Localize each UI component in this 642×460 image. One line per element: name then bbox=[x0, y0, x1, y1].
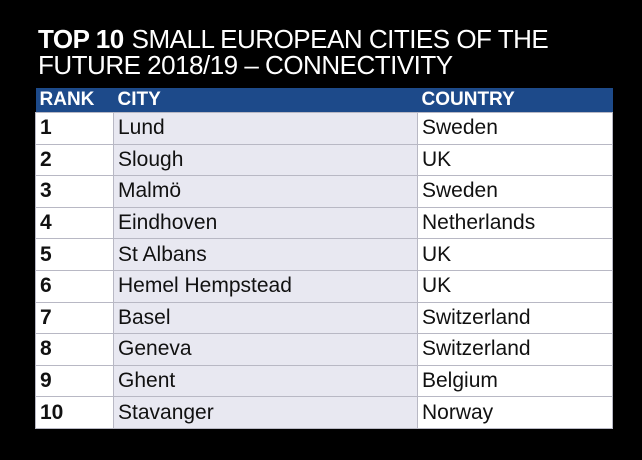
title: TOP 10 SMALL EUROPEAN CITIES OF THE FUTUR… bbox=[38, 24, 549, 80]
rank-cell: 7 bbox=[35, 301, 114, 335]
city-cell: Eindhoven bbox=[113, 206, 418, 240]
table-row: 5 St Albans UK bbox=[35, 238, 613, 271]
title-text: SMALL EUROPEAN CITIES OF THE bbox=[131, 24, 549, 54]
rank-cell: 3 bbox=[35, 175, 114, 208]
table: RANK CITY COUNTRY 1 Lund Sweden 2 Slough UK 3 Mal… bbox=[35, 88, 613, 429]
table-row: 6 Hemel Hempstead UK bbox=[35, 269, 613, 303]
city-cell: Lund bbox=[113, 112, 418, 145]
rank-cell: 10 bbox=[35, 396, 114, 429]
city-cell: Stavanger bbox=[113, 396, 418, 429]
title-line: FUTURE 2018/19 – CONNECTIVITY bbox=[38, 50, 453, 80]
country-cell: Netherlands bbox=[417, 206, 613, 240]
country-cell: UK bbox=[417, 269, 613, 303]
rank-cell: 6 bbox=[35, 269, 114, 303]
title-line: TOP 10 SMALL EUROPEAN CITIES OF THE bbox=[38, 24, 549, 54]
table-row: 2 Slough UK bbox=[35, 143, 613, 177]
table-row: 3 Malmö Sweden bbox=[35, 175, 613, 208]
column-header: COUNTRY bbox=[417, 88, 613, 113]
rank-cell: 2 bbox=[35, 143, 114, 177]
city-cell: Ghent bbox=[113, 364, 418, 398]
country-cell: Belgium bbox=[417, 364, 613, 398]
city-cell: Malmö bbox=[113, 175, 418, 208]
city-cell: Slough bbox=[113, 143, 418, 177]
rank-cell: 9 bbox=[35, 364, 114, 398]
rank-cell: 8 bbox=[35, 333, 114, 366]
rank-cell: 4 bbox=[35, 206, 114, 240]
header-row: RANK CITY COUNTRY bbox=[35, 88, 613, 113]
table-row: 9 Ghent Belgium bbox=[35, 364, 613, 398]
table-row: 1 Lund Sweden bbox=[35, 112, 613, 145]
country-cell: UK bbox=[417, 143, 613, 177]
rank-cell: 5 bbox=[35, 238, 114, 271]
table-row: 7 Basel Switzerland bbox=[35, 301, 613, 335]
country-cell: Switzerland bbox=[417, 333, 613, 366]
column-header: RANK bbox=[35, 88, 114, 113]
city-cell: Geneva bbox=[113, 333, 418, 366]
column-header: CITY bbox=[113, 88, 418, 113]
table-row: 8 Geneva Switzerland bbox=[35, 333, 613, 366]
title-bold: TOP 10 bbox=[38, 24, 124, 54]
country-cell: Norway bbox=[417, 396, 613, 429]
table-row: 10 Stavanger Norway bbox=[35, 396, 613, 429]
country-cell: UK bbox=[417, 238, 613, 271]
rank-cell: 1 bbox=[35, 112, 114, 145]
city-cell: Hemel Hempstead bbox=[113, 269, 418, 303]
country-cell: Sweden bbox=[417, 112, 613, 145]
city-cell: St Albans bbox=[113, 238, 418, 271]
country-cell: Switzerland bbox=[417, 301, 613, 335]
table-body: 1 Lund Sweden 2 Slough UK 3 Malmö Sweden 4 Eindhov… bbox=[35, 112, 613, 429]
table-row: 4 Eindhoven Netherlands bbox=[35, 206, 613, 240]
country-cell: Sweden bbox=[417, 175, 613, 208]
city-cell: Basel bbox=[113, 301, 418, 335]
